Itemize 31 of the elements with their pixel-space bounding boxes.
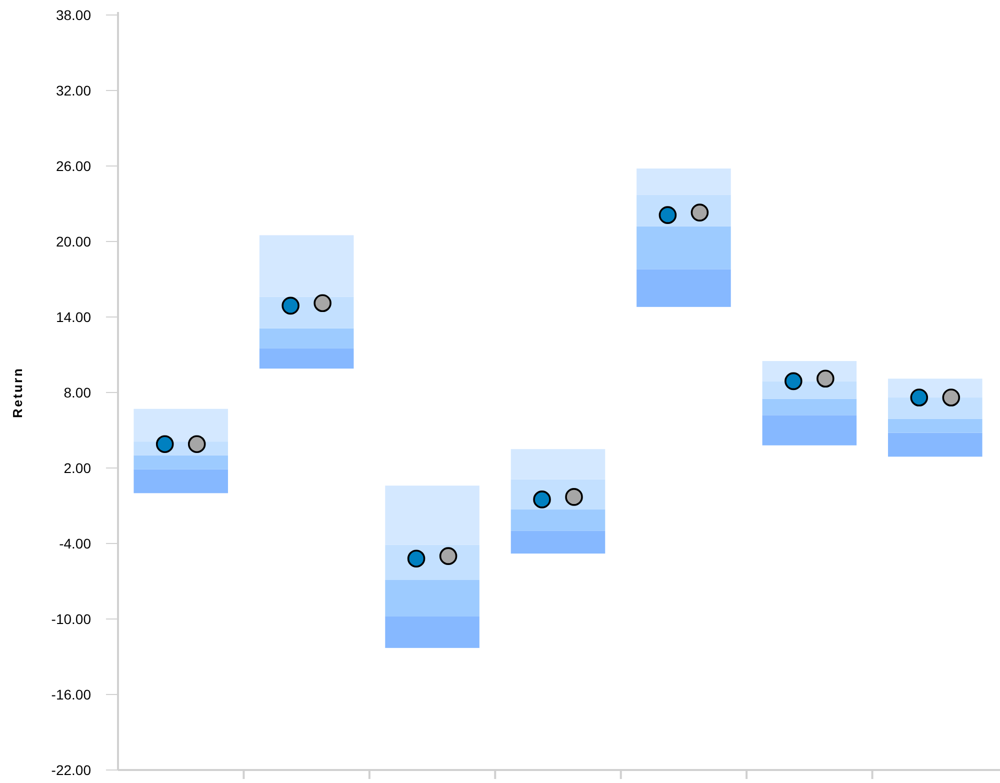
bar <box>259 348 354 369</box>
y-tick-label: 38.00 <box>56 6 92 23</box>
bar <box>134 408 228 442</box>
y-tick-label: 32.00 <box>56 82 92 98</box>
y-axis-title: Return <box>10 367 25 418</box>
bar <box>134 469 228 494</box>
y-tick-label: 20.00 <box>56 233 92 250</box>
bar <box>762 398 857 416</box>
y-tick-label: -22.00 <box>51 762 92 778</box>
y-tick-label: -4.00 <box>59 535 92 552</box>
bar <box>385 616 480 648</box>
y-tick-label: -10.00 <box>51 610 92 627</box>
bar <box>510 510 606 531</box>
bar <box>888 418 982 433</box>
y-tick-label: -16.00 <box>51 686 92 702</box>
bar <box>510 530 606 554</box>
bar <box>636 226 731 270</box>
bar <box>259 235 354 297</box>
bar <box>510 449 606 480</box>
bar <box>888 432 982 457</box>
y-tick-label: 14.00 <box>56 308 92 325</box>
bar <box>762 415 857 446</box>
y-tick-label: 2.00 <box>64 460 92 476</box>
y-tick-label: 8.00 <box>64 384 92 400</box>
bar <box>385 486 480 545</box>
bar <box>385 580 480 616</box>
y-tick-label: 26.00 <box>56 158 92 174</box>
bar <box>636 269 731 307</box>
bar <box>636 168 731 195</box>
bar <box>259 328 354 348</box>
bar <box>134 455 228 470</box>
